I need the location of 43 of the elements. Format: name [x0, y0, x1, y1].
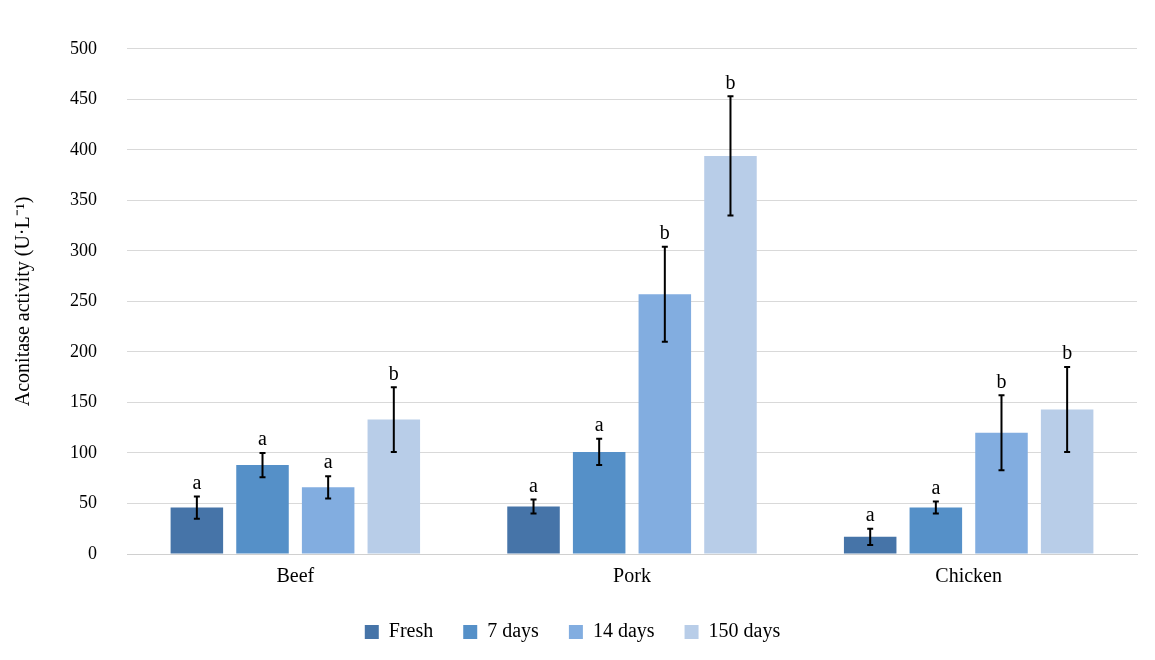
y-tick-label: 400 — [70, 138, 97, 159]
y-tick-label: 450 — [70, 88, 97, 109]
bar — [638, 294, 692, 554]
bar — [572, 451, 626, 554]
y-tick-label: 500 — [70, 37, 97, 58]
data-label: b — [388, 361, 399, 384]
legend-label: 150 days — [708, 619, 781, 643]
y-tick-label: 100 — [70, 441, 97, 462]
data-label: a — [529, 473, 539, 496]
y-tick-label: 300 — [70, 239, 97, 260]
bar — [1040, 409, 1094, 554]
data-label: a — [594, 413, 604, 436]
y-axis-title: Aconitase activity (U·L⁻¹) — [11, 196, 35, 407]
y-tick-label: 50 — [79, 492, 97, 513]
bar — [909, 507, 963, 554]
data-label: a — [865, 502, 875, 525]
y-tick-label: 0 — [88, 542, 97, 563]
data-label: b — [996, 369, 1007, 392]
y-tick-label: 350 — [70, 189, 97, 210]
bar — [843, 536, 897, 554]
bar — [236, 465, 289, 554]
legend-label: 7 days — [487, 619, 540, 643]
y-tick-label: 200 — [70, 340, 97, 361]
bar — [704, 155, 757, 554]
y-tick-label: 250 — [70, 290, 97, 311]
data-label: a — [323, 450, 333, 473]
bar — [975, 432, 1028, 554]
data-label: a — [258, 427, 268, 450]
legend-label: Fresh — [388, 619, 434, 642]
bar — [507, 506, 560, 554]
data-label: b — [1062, 341, 1073, 364]
x-tick-label: Chicken — [935, 564, 1002, 587]
data-label: b — [725, 70, 736, 93]
bar — [301, 487, 355, 554]
data-label: a — [931, 475, 941, 498]
legend-label: 14 days — [592, 619, 655, 643]
y-tick-label: 150 — [70, 391, 97, 412]
data-label: a — [192, 470, 202, 493]
x-tick-label: Pork — [613, 564, 651, 587]
data-label: b — [659, 221, 670, 244]
bar — [367, 419, 421, 554]
bar — [170, 507, 224, 554]
x-tick-label: Beef — [276, 564, 315, 587]
